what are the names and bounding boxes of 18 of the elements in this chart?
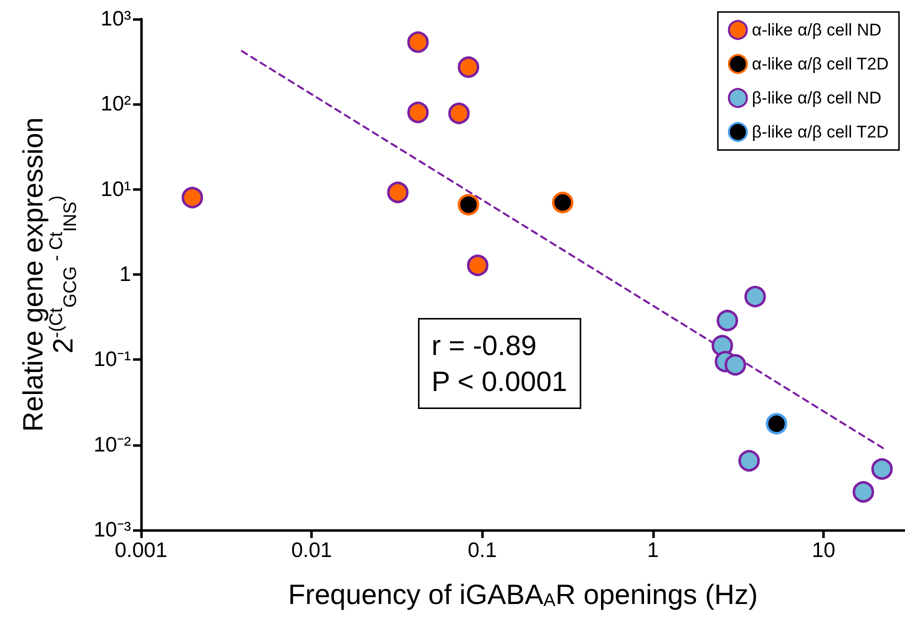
y-tick-label: 10¹ <box>100 178 131 201</box>
x-tick-label: 0.01 <box>291 539 332 562</box>
x-tick-label: 0.001 <box>114 539 168 562</box>
legend-label: β-like α/β cell T2D <box>752 122 889 142</box>
y-tick-label: 10² <box>100 92 131 116</box>
y-tick-label: 10³ <box>100 8 131 30</box>
legend-label: α-like α/β cell T2D <box>752 54 889 74</box>
x-axis-title: Frequency of iGABAAR openings (Hz) <box>288 579 758 610</box>
x-tick-label: 10 <box>812 539 836 562</box>
legend-label: α-like α/β cell ND <box>752 20 882 40</box>
y-tick-label: 10⁻¹ <box>94 348 131 372</box>
annotation: r = -0.89 P < 0.0001 <box>432 330 568 397</box>
y-tick-label: 10⁻³ <box>94 518 131 542</box>
x-tick-label: 0.1 <box>468 539 497 562</box>
legend-label: β-like α/β cell ND <box>752 88 882 108</box>
y-tick-label: 1 <box>119 263 131 286</box>
x-tick-label: 1 <box>647 539 659 562</box>
y-tick-label: 10⁻² <box>94 433 131 456</box>
